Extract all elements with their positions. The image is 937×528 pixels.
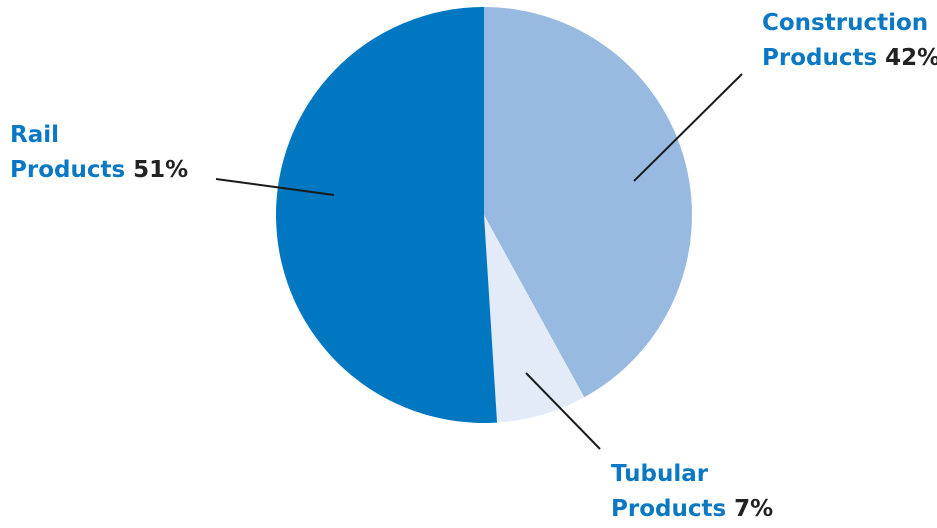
slice-label-tubular: Tubular Products 7% — [611, 461, 773, 522]
slice-label-line: Products — [10, 157, 125, 183]
leader-line-rail — [215, 178, 335, 196]
slice-labels: Construction Products 42% Tubular Products … — [10, 10, 937, 522]
pie-slice-tubular — [484, 215, 585, 423]
slice-label-line: Products — [611, 496, 726, 522]
pie-slice-construction — [484, 7, 692, 398]
slice-label-construction: Construction Products 42% — [762, 10, 937, 71]
slice-label-line: Rail — [10, 122, 59, 148]
leader-line-construction — [633, 73, 743, 182]
leader-lines — [215, 73, 743, 450]
slice-percent-label: 42% — [877, 45, 937, 71]
pie-slices — [276, 7, 692, 423]
slice-percent-label: 7% — [726, 496, 773, 522]
leader-line-tubular — [525, 372, 601, 450]
slice-label-line: Construction — [762, 10, 928, 36]
slice-percent-label: 51% — [125, 157, 188, 183]
slice-label-line: Tubular — [611, 461, 709, 487]
pie-slice-rail — [276, 7, 498, 423]
slice-label-line: Products — [762, 45, 877, 71]
slice-label-rail: Rail Products 51% — [10, 122, 188, 183]
